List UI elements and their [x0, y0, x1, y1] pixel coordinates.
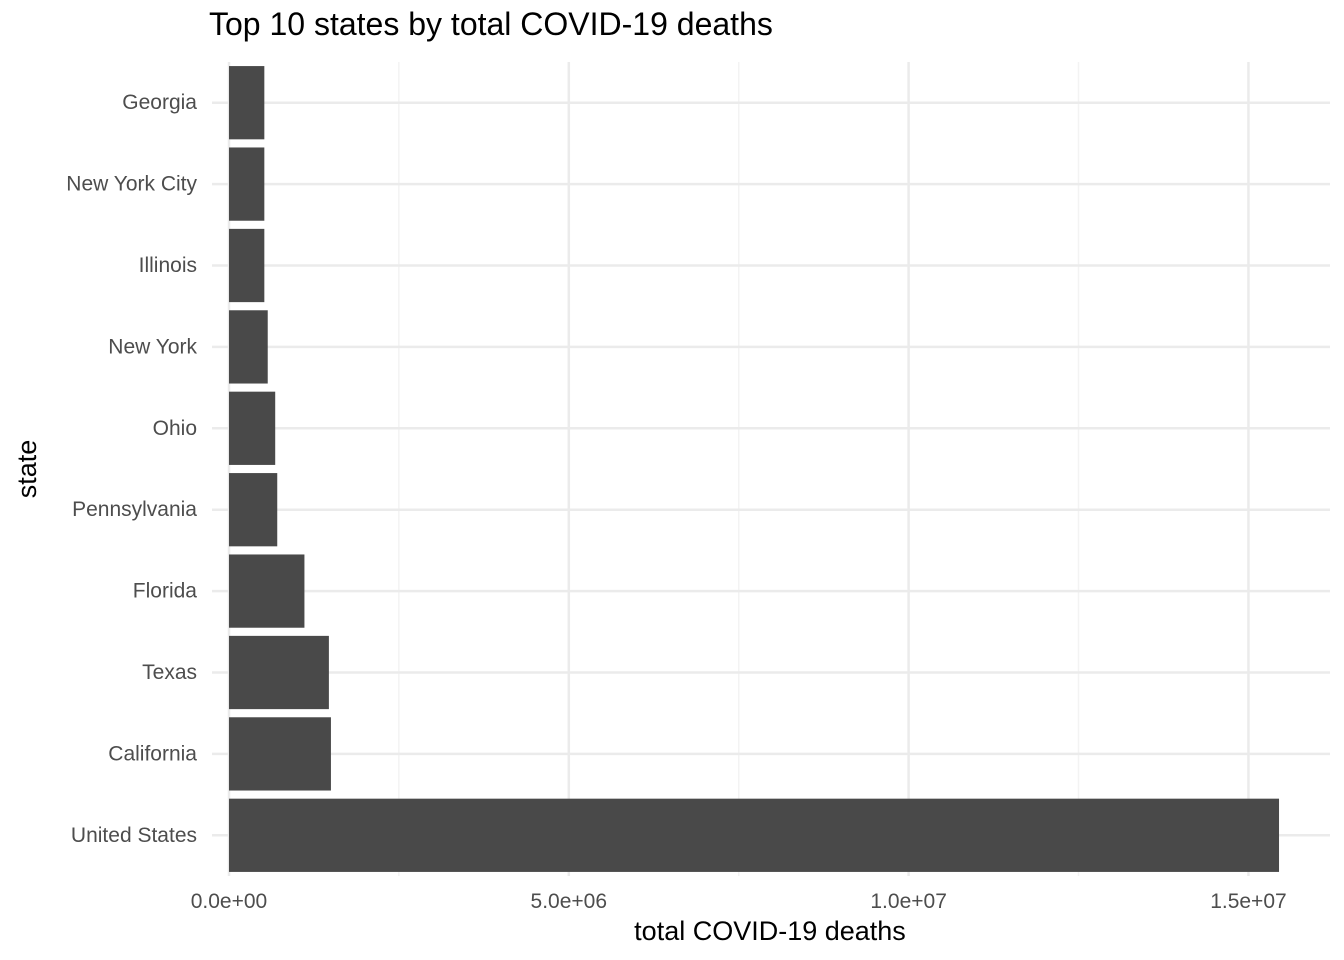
y-axis-label: state	[12, 440, 42, 499]
bar-new-york-city	[228, 147, 265, 221]
bar-ohio	[228, 391, 276, 465]
y-tick-label: Georgia	[122, 91, 197, 114]
bar-pennsylvania	[228, 473, 278, 547]
y-tick-label: United States	[71, 824, 197, 847]
chart-title: Top 10 states by total COVID-19 deaths	[209, 6, 773, 42]
x-tick-label: 1.0e+07	[870, 890, 947, 913]
x-tick-label: 1.5e+07	[1210, 890, 1287, 913]
x-axis-label: total COVID-19 deaths	[634, 916, 906, 946]
bar-united-states	[228, 798, 1280, 872]
y-tick-label: Ohio	[153, 417, 197, 440]
grid-layer	[212, 62, 1330, 876]
bar-texas	[228, 635, 329, 710]
y-tick-label: Florida	[133, 580, 198, 603]
axis-layer: Georgia New York City Illinois New York Ohio…	[66, 91, 1286, 913]
y-tick-label: California	[108, 742, 197, 765]
y-tick-label: New York	[108, 335, 197, 358]
y-tick-label: New York City	[66, 173, 197, 196]
y-tick-label: Texas	[142, 661, 197, 684]
bar-illinois	[228, 228, 265, 303]
bar-georgia	[228, 66, 265, 140]
x-tick-label: 5.0e+06	[531, 890, 608, 913]
bar-california	[228, 717, 331, 791]
bar-florida	[228, 554, 305, 628]
y-tick-label: Illinois	[139, 254, 197, 277]
x-tick-label: 0.0e+00	[191, 890, 268, 913]
bar-new-york	[228, 310, 268, 384]
bar-layer	[228, 66, 1280, 872]
y-tick-label: Pennsylvania	[72, 498, 197, 521]
